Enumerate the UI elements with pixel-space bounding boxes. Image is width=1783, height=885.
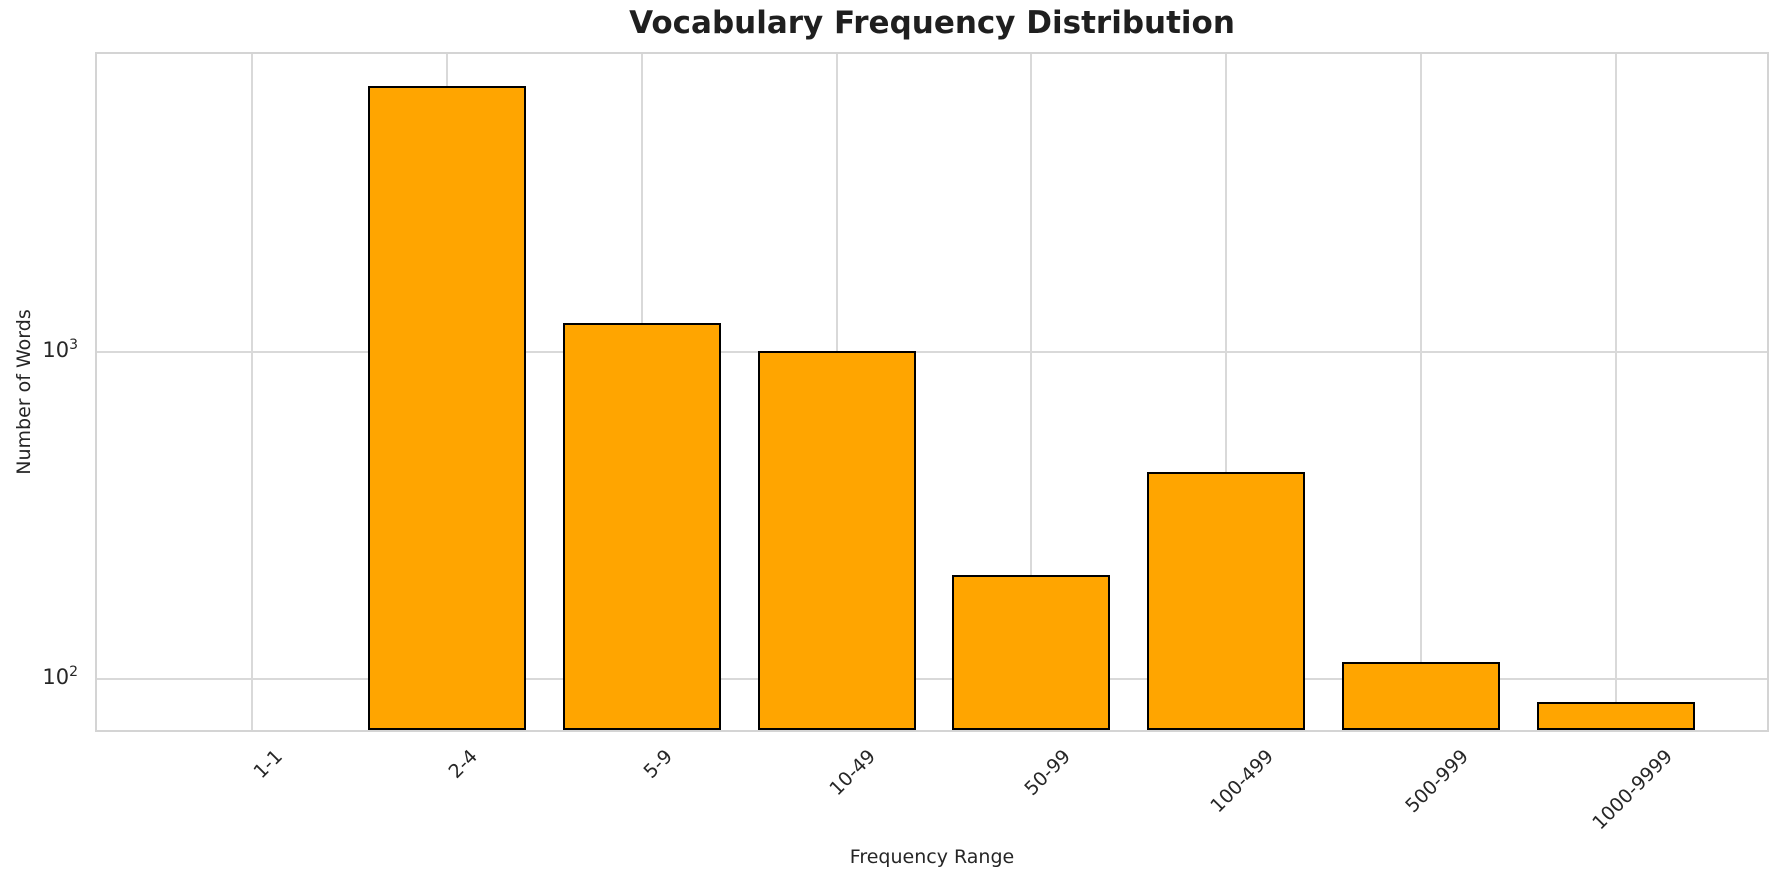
y-tick-label: 102 (42, 664, 78, 690)
y-tick-label: 103 (42, 337, 78, 363)
gridline-vertical (1030, 54, 1033, 730)
bar (1147, 471, 1306, 730)
y-axis-label: Number of Words (13, 309, 35, 475)
gridline-vertical (1420, 54, 1423, 730)
x-axis-label: Frequency Range (849, 846, 1015, 868)
bar (952, 575, 1111, 730)
gridline-horizontal (97, 351, 1767, 354)
gridline-vertical (1615, 54, 1617, 730)
bar (1342, 661, 1501, 730)
bar (757, 350, 916, 730)
bar (562, 322, 721, 730)
bar (1537, 702, 1695, 730)
bar (367, 86, 526, 730)
plot-area (95, 52, 1769, 732)
gridline-vertical (1225, 54, 1228, 730)
gridline-horizontal (97, 678, 1767, 681)
gridline-vertical (251, 54, 253, 730)
chart-title: Vocabulary Frequency Distribution (629, 5, 1235, 41)
